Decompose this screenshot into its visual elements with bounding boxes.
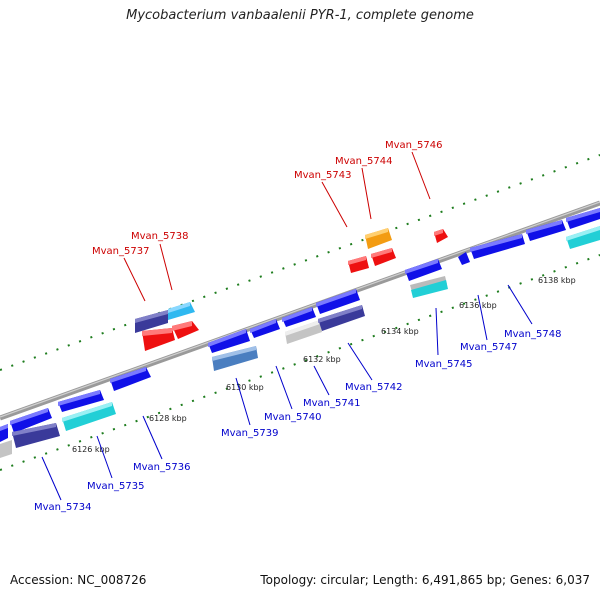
gene-label-mvan-5735[interactable]: Mvan_5735 [87,481,144,492]
gene-label-mvan-5742[interactable]: Mvan_5742 [345,382,402,393]
leader-mvan-5748 [507,284,533,325]
kbp-tick-6126: 6126 kbp [72,445,110,454]
leader-mvan-5739 [235,377,251,426]
leader-mvan-5737 [123,257,146,302]
kbp-tick-6130: 6130 kbp [226,383,264,392]
genome-backbone [0,200,600,421]
gene-mvan-5741[interactable] [282,307,322,344]
gene-blue-4[interactable] [208,329,250,353]
leader-mvan-5740 [275,365,293,410]
gene-mvan-5740[interactable] [250,319,280,338]
leader-mvan-5746 [411,151,431,200]
gene-mvan-5737[interactable] [135,310,175,351]
gene-label-mvan-5734[interactable]: Mvan_5734 [34,502,91,513]
gene-label-mvan-5739[interactable]: Mvan_5739 [221,428,278,439]
leader-mvan-5743 [321,181,348,228]
gene-label-mvan-5745[interactable]: Mvan_5745 [415,359,472,370]
gene-blue-3[interactable] [58,390,104,412]
kbp-tick-6132: 6132 kbp [303,355,341,364]
genome-summary-text: Topology: circular; Length: 6,491,865 bp… [260,573,590,587]
gene-mvan-5734[interactable] [0,423,60,458]
leader-mvan-5742 [347,342,373,381]
map-title: Mycobacterium vanbaalenii PYR-1, complet… [126,8,474,23]
gene-label-mvan-5743[interactable]: Mvan_5743 [294,170,351,181]
leader-mvan-5734 [41,456,62,501]
gene-label-mvan-5736[interactable]: Mvan_5736 [133,462,190,473]
leader-mvan-5738 [159,243,173,291]
kbp-tick-6134: 6134 kbp [381,327,419,336]
gene-label-mvan-5741[interactable]: Mvan_5741 [303,398,360,409]
gene-mvan-5746[interactable] [434,229,448,243]
gene-label-mvan-5740[interactable]: Mvan_5740 [264,412,321,423]
gene-mvan-5743[interactable] [348,256,369,273]
gene-label-mvan-5746[interactable]: Mvan_5746 [385,140,442,151]
kbp-tick-6136: 6136 kbp [459,301,497,310]
gene-label-mvan-5737[interactable]: Mvan_5737 [92,246,149,257]
gene-mvan-5736[interactable] [110,367,151,391]
leader-mvan-5736 [142,415,163,460]
gene-mvan-5744[interactable] [365,228,396,266]
kbp-tick-6138: 6138 kbp [538,276,576,285]
gene-blue-1[interactable] [0,424,8,442]
gene-blue-2[interactable] [10,408,52,433]
lower-tick-track [0,254,600,471]
gene-label-mvan-5747[interactable]: Mvan_5747 [460,342,517,353]
gene-label-mvan-5738[interactable]: Mvan_5738 [131,231,188,242]
leader-mvan-5745 [435,307,439,356]
gene-mvan-5748[interactable] [526,208,600,249]
gene-label-mvan-5744[interactable]: Mvan_5744 [335,156,392,167]
leader-mvan-5741 [313,365,330,396]
gene-mvan-5745[interactable] [405,259,448,298]
gene-mvan-5742[interactable] [316,289,365,331]
leader-mvan-5735 [96,435,113,479]
gene-mvan-5739[interactable] [212,346,258,371]
gene-label-mvan-5748[interactable]: Mvan_5748 [504,329,561,340]
kbp-tick-6128: 6128 kbp [149,414,187,423]
leader-mvan-5744 [361,167,372,220]
gene-mvan-5735[interactable] [62,402,116,431]
accession-text: Accession: NC_008726 [10,573,147,587]
gene-mvan-5738[interactable] [168,302,199,339]
gene-mvan-5747[interactable] [458,234,525,265]
leader-mvan-5747 [477,294,488,341]
genome-backbone-highlight [0,201,600,418]
